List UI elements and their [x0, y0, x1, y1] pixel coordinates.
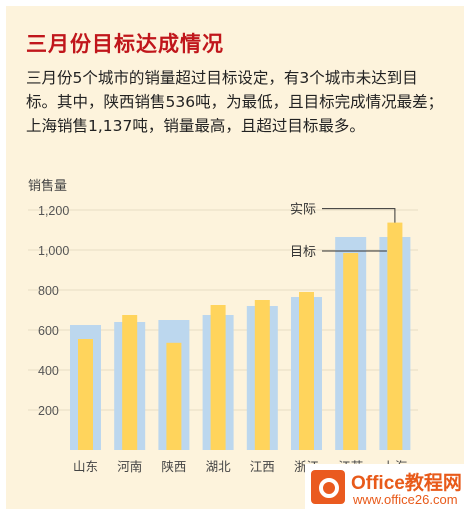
watermark-site-name: Office教程网	[351, 473, 462, 494]
x-tick-label: 山东	[73, 459, 98, 474]
y-tick-label: 800	[38, 284, 59, 298]
x-tick-label: 湖北	[206, 459, 232, 474]
actual-bar	[254, 300, 270, 450]
actual-bar	[166, 342, 182, 450]
y-tick-label: 400	[38, 364, 59, 378]
y-tick-label: 1,000	[38, 244, 69, 258]
actual-bar	[299, 292, 314, 450]
chart-title: 三月份目标达成情况	[26, 32, 224, 56]
x-tick-label: 江西	[250, 459, 275, 474]
actual-callout-label: 实际	[290, 203, 316, 218]
y-axis-label: 销售量	[28, 178, 67, 194]
watermark-site-url: www.office26.com	[353, 492, 458, 507]
actual-bar	[122, 315, 138, 450]
y-tick-label: 1,200	[38, 204, 69, 218]
actual-bar	[78, 339, 93, 450]
actual-bar	[210, 305, 226, 450]
actual-bar	[387, 222, 403, 450]
actual-callout-line	[322, 208, 396, 223]
x-tick-label: 河南	[117, 459, 142, 474]
office-logo-icon	[311, 470, 345, 504]
actual-bar	[343, 253, 359, 450]
target-callout-label: 目标	[290, 245, 316, 260]
y-tick-label: 200	[38, 404, 59, 418]
watermark: Office教程网 www.office26.com	[305, 464, 471, 512]
chart-description: 三月份5个城市的销量超过目标设定，有3个城市未达到目标。其中，陕西销售536吨，…	[26, 69, 444, 135]
y-tick-label: 600	[38, 324, 59, 338]
x-tick-label: 陕西	[161, 459, 186, 474]
